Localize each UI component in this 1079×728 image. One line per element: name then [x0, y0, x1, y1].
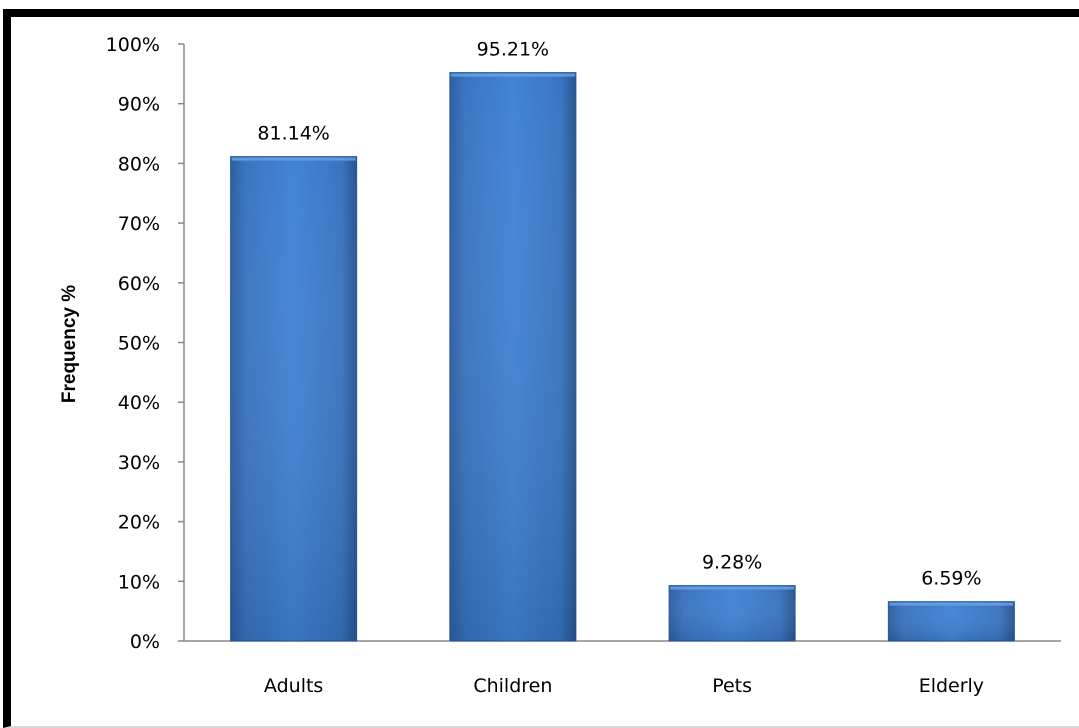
y-tick-label: 60%: [118, 273, 160, 295]
y-tick-label: 10%: [118, 571, 160, 593]
bar-top-highlight: [450, 73, 575, 77]
bar-pets: [668, 585, 796, 642]
bar-shade: [230, 156, 357, 642]
bar-shade: [669, 585, 796, 641]
y-tick-label: 40%: [118, 392, 160, 414]
x-tick-label: Pets: [712, 675, 752, 697]
bar-children: [449, 72, 577, 642]
bar-adults: [230, 156, 358, 642]
y-axis-title: Frequency %: [59, 285, 80, 403]
x-tick-label: Children: [473, 675, 552, 697]
x-tick-layer: Adults Children Pets Elderly: [264, 675, 984, 697]
data-label: 95.21%: [477, 39, 549, 61]
data-label: 6.59%: [921, 568, 981, 590]
data-label: 9.28%: [702, 552, 762, 574]
x-tick-label: Adults: [264, 675, 323, 697]
data-label-layer: 81.14% 95.21% 9.28% 6.59%: [257, 39, 981, 590]
y-tick-label: 70%: [118, 213, 160, 235]
y-tick-label: 90%: [118, 94, 160, 116]
bar-shade: [888, 601, 1015, 641]
y-tick-label: 20%: [118, 512, 160, 534]
y-tick-label: 30%: [118, 452, 160, 474]
bar-top-highlight: [889, 602, 1014, 606]
bar-top-highlight: [231, 157, 356, 161]
y-tick-label: 80%: [118, 153, 160, 175]
y-tick-label: 50%: [118, 333, 160, 355]
data-label: 81.14%: [257, 123, 329, 145]
x-tick-label: Elderly: [919, 675, 984, 697]
y-tick-label: 0%: [130, 631, 160, 653]
bar-shade: [449, 72, 576, 641]
bar-top-highlight: [670, 586, 795, 590]
y-tick-layer: 0% 10% 20% 30% 40% 50% 60% 70% 80% 90% 100%: [106, 34, 184, 653]
bar-layer: [230, 72, 1015, 642]
y-tick-label: 100%: [106, 34, 160, 56]
bar-elderly: [887, 601, 1015, 642]
